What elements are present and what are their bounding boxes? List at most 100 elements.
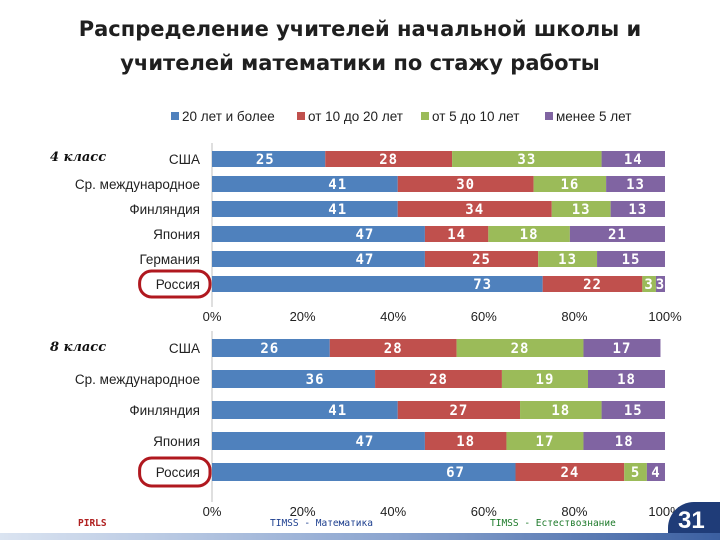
data-label-россия-s0: 73 [473, 277, 492, 293]
bar-финляндия-s1 [397, 401, 521, 419]
bar-финляндия-s2 [551, 201, 611, 217]
bar-япония-s0 [212, 432, 425, 450]
category-label-1: Ср. международное [75, 177, 200, 192]
x-tick-label-3: 60% [471, 504, 497, 519]
bar-россия-s1 [515, 463, 625, 481]
data-label-япония-s0: 47 [355, 434, 374, 450]
data-label-сша-s3: 17 [613, 341, 632, 357]
data-label-япония-s0: 47 [355, 227, 374, 243]
data-label-ср-международное-s3: 13 [626, 177, 645, 193]
bar-финляндия-s0 [212, 401, 398, 419]
data-label-россия-s3: 4 [651, 465, 660, 481]
data-label-сша-s1: 28 [384, 341, 403, 357]
data-label-япония-s3: 21 [608, 227, 627, 243]
bar-ср-международное-s1 [397, 176, 534, 192]
footer-bar [0, 533, 720, 540]
category-label-1: Ср. международное [75, 372, 200, 387]
bar-германия-s2 [538, 251, 598, 267]
bar-финляндия-s2 [520, 401, 602, 419]
data-label-россия-s1: 22 [583, 277, 602, 293]
legend-label: 20 лет и более [182, 109, 275, 124]
bar-япония-s2 [506, 432, 584, 450]
category-label-2: Финляндия [129, 403, 200, 418]
category-label-3: Япония [153, 227, 200, 242]
data-label-германия-s3: 15 [622, 252, 641, 268]
data-label-ср-международное-s2: 19 [536, 372, 555, 388]
bar-германия-s1 [424, 251, 539, 267]
legend-swatch [171, 112, 179, 120]
bar-япония-s3 [583, 432, 665, 450]
panel-label-grade-4: 4 класс [50, 150, 107, 165]
footer-pirls: PIRLS [78, 518, 107, 529]
data-label-сша-s2: 33 [517, 152, 536, 168]
data-label-финляндия-s3: 13 [628, 202, 647, 218]
bar-россия-s3 [646, 463, 665, 481]
legend-label: менее 5 лет [556, 109, 632, 124]
data-label-ср-международное-s2: 16 [560, 177, 579, 193]
highlight-ring [138, 456, 212, 488]
title-line-1: Распределение учителей начальной школы и [78, 17, 642, 41]
bar-финляндия-s1 [397, 201, 552, 217]
bar-сша-s3 [583, 339, 661, 357]
bar-япония-s1 [424, 226, 489, 242]
x-tick-label-1: 20% [290, 309, 316, 324]
data-label-германия-s2: 13 [558, 252, 577, 268]
x-tick-label-0: 0% [203, 309, 222, 324]
data-label-ср-международное-s1: 28 [429, 372, 448, 388]
category-label-0: США [169, 152, 200, 167]
bar-сша-s1 [325, 151, 453, 167]
bar-финляндия-s3 [610, 201, 665, 217]
highlight-ring [138, 269, 212, 299]
bar-сша-s1 [329, 339, 457, 357]
x-tick-label-0: 0% [203, 504, 222, 519]
data-label-финляндия-s1: 34 [465, 202, 484, 218]
bar-германия-s3 [597, 251, 665, 267]
bar-россия-s0 [212, 463, 516, 481]
data-label-ср-международное-s3: 18 [617, 372, 636, 388]
bar-япония-s1 [424, 432, 507, 450]
chart-grade-8: США 26 28 28 17 Ср. международное 36 28 19 18 Финл… [75, 331, 682, 519]
bar-россия-s0 [212, 276, 543, 292]
data-label-ср-международное-s0: 36 [306, 372, 325, 388]
data-label-россия-s3: 3 [656, 277, 665, 293]
data-label-германия-s0: 47 [355, 252, 374, 268]
legend-label: от 5 до 10 лет [432, 109, 520, 124]
bar-ср-международное-s1 [375, 370, 502, 388]
page-number: 31 [678, 507, 705, 534]
panel-label-grade-8: 8 класс [50, 340, 107, 355]
x-tick-label-1: 20% [290, 504, 316, 519]
bar-россия-s3 [655, 276, 665, 292]
bar-ср-международное-s2 [533, 176, 607, 192]
bar-сша-s0 [212, 339, 330, 357]
legend-swatch [545, 112, 553, 120]
x-tick-label-5: 100% [648, 309, 682, 324]
legend-swatch [421, 112, 429, 120]
data-label-финляндия-s1: 27 [449, 403, 468, 419]
bar-ср-международное-s0 [212, 370, 376, 388]
x-tick-label-4: 80% [561, 309, 587, 324]
data-label-финляндия-s0: 41 [328, 403, 347, 419]
legend-item-under-5: менее 5 лет [545, 109, 631, 124]
bar-германия-s0 [212, 251, 425, 267]
category-label-4: Россия [156, 465, 200, 480]
x-tick-label-3: 60% [471, 309, 497, 324]
legend-swatch [297, 112, 305, 120]
data-label-сша-s0: 26 [260, 341, 279, 357]
bar-япония-s3 [569, 226, 665, 242]
data-label-финляндия-s2: 18 [551, 403, 570, 419]
legend-item-20-plus: 20 лет и более [171, 109, 275, 124]
data-label-россия-s1: 24 [560, 465, 579, 481]
category-label-0: США [169, 341, 200, 356]
data-label-ср-международное-s1: 30 [456, 177, 475, 193]
data-label-сша-s3: 14 [624, 152, 643, 168]
bar-япония-s2 [488, 226, 570, 242]
data-label-япония-s1: 14 [447, 227, 466, 243]
bar-сша-s3 [601, 151, 665, 167]
x-tick-label-2: 40% [380, 309, 406, 324]
bar-сша-s0 [212, 151, 326, 167]
data-label-россия-s2: 3 [644, 277, 653, 293]
data-label-финляндия-s2: 13 [572, 202, 591, 218]
legend-label: от 10 до 20 лет [308, 109, 403, 124]
category-label-5: Россия [156, 277, 200, 292]
bar-финляндия-s3 [601, 401, 665, 419]
